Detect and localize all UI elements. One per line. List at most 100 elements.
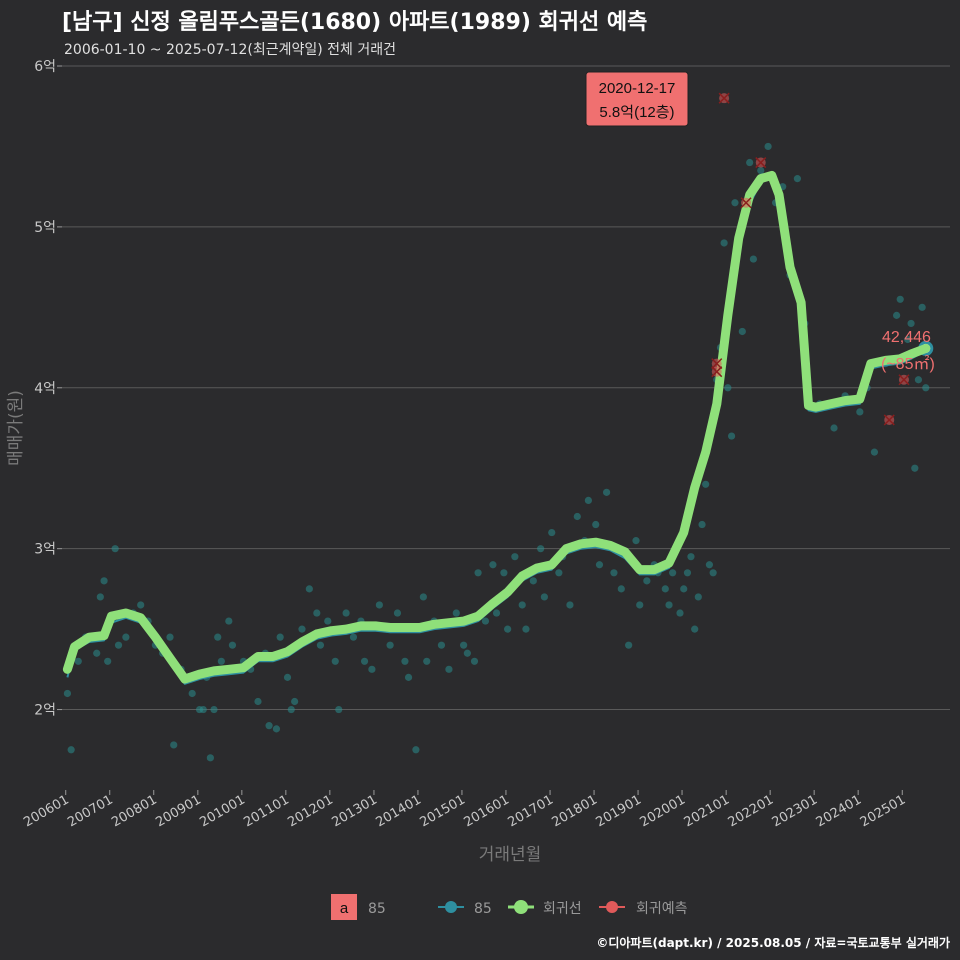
- legend: a 85 85 회귀선 회귀예측: [331, 894, 688, 920]
- x-tick-label: 201601: [461, 792, 511, 830]
- legend-forecast-label: 회귀예측: [636, 901, 688, 917]
- trade-point: [492, 609, 501, 617]
- legend-85-marker: [445, 901, 457, 913]
- trade-point: [595, 561, 604, 569]
- chart-subtitle: 2006-01-10 ~ 2025-07-12(최근계약일) 전체 거래건: [64, 42, 396, 58]
- trade-point: [625, 641, 633, 649]
- trade-point: [360, 657, 369, 665]
- x-tick-label: 201401: [373, 792, 423, 830]
- trade-point: [529, 577, 537, 585]
- trade-point: [423, 657, 431, 665]
- x-tick-label: 200801: [109, 792, 159, 830]
- trade-point: [217, 657, 225, 665]
- trade-point: [731, 199, 739, 207]
- trade-point: [287, 705, 295, 714]
- trade-point: [764, 142, 772, 151]
- x-tick-label: 201301: [329, 792, 379, 830]
- trade-point: [757, 166, 765, 175]
- trade-point: [683, 569, 692, 577]
- trade-point: [63, 689, 72, 698]
- x-tick-label: 202001: [638, 792, 688, 830]
- trade-point: [830, 424, 838, 432]
- trade-point: [210, 705, 218, 714]
- x-axis-ticks: 2006012007012008012009012010012011012012…: [21, 790, 908, 830]
- x-tick-label: 202501: [858, 792, 908, 830]
- trade-point: [122, 633, 130, 641]
- trade-point: [661, 585, 669, 593]
- trade-point: [856, 408, 864, 416]
- trade-point: [412, 746, 420, 754]
- trade-point: [870, 448, 879, 456]
- trade-point: [305, 585, 313, 593]
- y-tick-label: 3억: [34, 542, 56, 558]
- legend-85-label: 85: [474, 901, 492, 917]
- trade-point: [331, 657, 339, 665]
- trade-point: [368, 665, 376, 673]
- trade-point: [738, 327, 746, 336]
- trade-point: [283, 673, 292, 681]
- trade-point: [393, 609, 402, 617]
- x-tick-label: 201501: [417, 792, 467, 830]
- trade-point: [691, 625, 699, 633]
- x-tick-label: 201101: [241, 792, 291, 830]
- trade-point: [632, 537, 640, 545]
- x-tick-label: 200601: [21, 792, 71, 830]
- trade-point: [166, 633, 174, 641]
- trade-point: [386, 641, 394, 649]
- trade-point: [918, 303, 926, 311]
- trade-point: [602, 488, 611, 496]
- trade-point: [335, 705, 343, 714]
- last-area-label: (~85㎡): [881, 355, 935, 373]
- trade-point: [893, 311, 901, 319]
- regression-line: [62, 170, 931, 684]
- trade-point: [214, 633, 222, 641]
- x-axis-title: 거래년월: [479, 845, 542, 865]
- forecast-cross: [883, 414, 895, 426]
- x-tick-label: 202401: [814, 792, 864, 830]
- trade-point: [518, 601, 526, 609]
- trade-point: [922, 384, 930, 392]
- trade-point: [727, 432, 736, 440]
- y-tick-label: 2억: [34, 703, 56, 719]
- trade-points: [63, 142, 930, 762]
- trade-point: [694, 593, 702, 601]
- trade-point: [298, 625, 306, 633]
- forecast-cross: [711, 366, 723, 378]
- trade-point: [709, 569, 717, 577]
- trade-point: [702, 480, 710, 488]
- x-tick-label: 200701: [65, 792, 115, 830]
- trade-point: [511, 553, 519, 561]
- trade-point: [419, 593, 427, 601]
- forecast-cross: [740, 197, 752, 209]
- trade-point: [225, 617, 233, 625]
- trade-point: [170, 741, 178, 749]
- trade-point: [904, 335, 912, 344]
- trade-point: [74, 657, 82, 665]
- y-tick-label: 4억: [34, 381, 56, 397]
- trade-point: [617, 585, 625, 593]
- trade-point: [500, 569, 508, 577]
- trade-point: [746, 158, 754, 167]
- trade-point: [522, 625, 530, 633]
- x-tick-label: 202201: [726, 792, 776, 830]
- trade-point: [720, 239, 728, 247]
- forecast-cross: [755, 157, 767, 169]
- legend-area-label: 85: [368, 901, 386, 917]
- trade-point: [272, 725, 281, 733]
- trade-point: [474, 569, 482, 577]
- y-tick-label: 6억: [34, 59, 56, 75]
- trade-point: [93, 649, 101, 657]
- annotations: 2020-12-17 5.8억(12층) 42,446 (~85㎡): [585, 71, 935, 373]
- trade-point: [687, 553, 695, 561]
- trade-point: [680, 585, 688, 593]
- trade-point: [463, 649, 471, 657]
- trade-point: [566, 601, 574, 609]
- trade-point: [724, 384, 732, 392]
- trade-point: [313, 609, 321, 617]
- legend-key-letter: a: [340, 900, 349, 917]
- y-axis-title: 매매가(원): [6, 390, 26, 466]
- trade-point: [188, 689, 196, 698]
- trade-point: [96, 593, 104, 601]
